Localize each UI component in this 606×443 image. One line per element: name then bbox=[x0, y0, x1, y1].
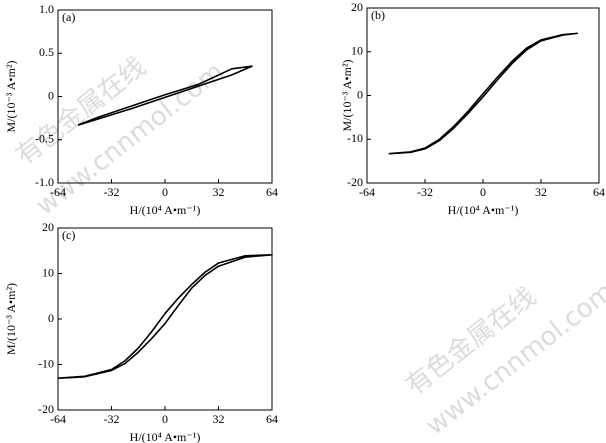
x-tick-label: 64 bbox=[266, 185, 278, 199]
y-axis-label: M/(10⁻³ A•m²) bbox=[340, 59, 354, 131]
x-tick-label: -64 bbox=[359, 185, 375, 199]
x-tick-label: -32 bbox=[104, 412, 120, 426]
y-tick-label: 0 bbox=[48, 311, 54, 325]
x-tick-label: 0 bbox=[162, 185, 168, 199]
x-tick-label: -32 bbox=[104, 185, 120, 199]
y-tick-label: -20 bbox=[347, 175, 363, 189]
x-tick-label: 0 bbox=[480, 185, 486, 199]
x-axis-label: H/(10⁴ A•m⁻¹) bbox=[130, 203, 201, 217]
y-tick-label: 20 bbox=[351, 0, 363, 14]
y-tick-label: 10 bbox=[42, 265, 54, 279]
x-tick-label: -64 bbox=[50, 412, 66, 426]
y-tick-label: -10 bbox=[38, 356, 54, 370]
x-tick-label: 32 bbox=[535, 185, 547, 199]
y-tick-label: 0 bbox=[357, 87, 363, 101]
data-line bbox=[388, 32, 579, 155]
y-tick-label: 10 bbox=[351, 44, 363, 58]
y-tick-label: 1.0 bbox=[39, 2, 54, 16]
y-tick-label: -0.5 bbox=[35, 132, 54, 146]
x-tick-label: 32 bbox=[213, 185, 225, 199]
x-tick-label: 64 bbox=[266, 412, 278, 426]
y-tick-label: 0 bbox=[48, 88, 54, 102]
y-axis-label: M/(10⁻³ A•m²) bbox=[4, 283, 18, 355]
y-axis-label: M/(10⁻³ A•m²) bbox=[4, 60, 18, 132]
x-tick-label: 0 bbox=[162, 412, 168, 426]
x-tick-label: -64 bbox=[50, 185, 66, 199]
y-tick-label: -20 bbox=[38, 402, 54, 416]
x-axis-label: H/(10⁴ A•m⁻¹) bbox=[130, 430, 201, 443]
x-tick-label: 32 bbox=[213, 412, 225, 426]
x-tick-label: -32 bbox=[417, 185, 433, 199]
data-line bbox=[77, 65, 253, 126]
panel-label: (c) bbox=[62, 228, 75, 242]
y-tick-label: -10 bbox=[347, 131, 363, 145]
y-tick-label: -1.0 bbox=[35, 175, 54, 189]
panel-label: (b) bbox=[371, 8, 385, 22]
y-tick-label: 20 bbox=[42, 220, 54, 234]
y-tick-label: 0.5 bbox=[39, 45, 54, 59]
data-line bbox=[57, 254, 273, 379]
panel-label: (a) bbox=[62, 10, 75, 24]
x-tick-label: 64 bbox=[593, 185, 605, 199]
x-axis-label: H/(10⁴ A•m⁻¹) bbox=[448, 203, 519, 217]
